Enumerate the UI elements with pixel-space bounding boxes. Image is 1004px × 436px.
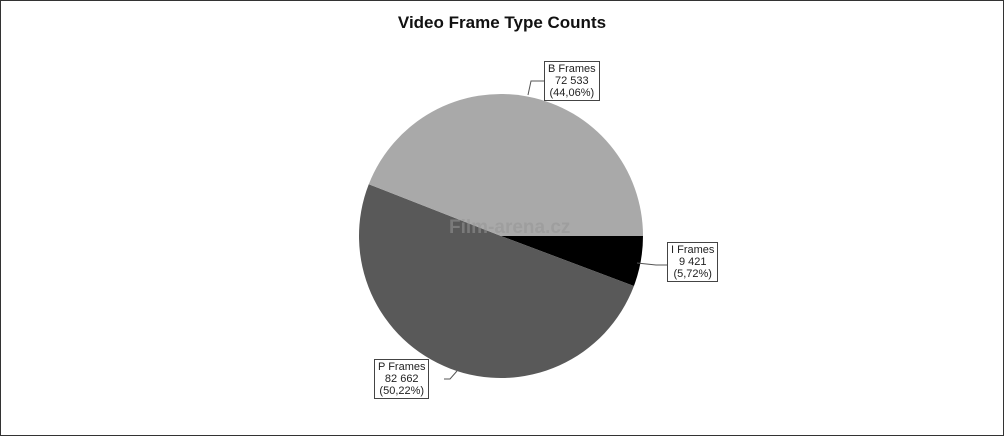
label-percent: (5,72%) [673, 268, 712, 280]
label-value: 82 662 [384, 373, 419, 385]
label-value: 72 533 [555, 75, 589, 87]
pie-slice-p-frames [358, 184, 634, 379]
pie-slice-i-frames [501, 236, 643, 286]
label-value: 9 421 [678, 256, 707, 268]
label-b-frames: B Frames 72 533 (44,06%) [544, 61, 600, 101]
label-i-frames: I Frames 9 421 (5,72%) [667, 242, 719, 282]
watermark-logo: Film-arena.cz [449, 217, 571, 238]
leader-line-i [636, 262, 667, 266]
label-name: I Frames [671, 244, 715, 256]
label-name: P Frames [378, 361, 426, 373]
chart-title: Video Frame Type Counts [397, 13, 607, 32]
leader-line-b [527, 80, 544, 96]
label-p-frames: P Frames 82 662 (50,22%) [374, 359, 430, 399]
label-percent: (44,06%) [549, 87, 595, 99]
label-name: B Frames [548, 63, 596, 75]
label-percent: (50,22%) [379, 385, 425, 397]
leader-line-p [444, 370, 458, 380]
pie-slice-b-frames [368, 94, 643, 236]
